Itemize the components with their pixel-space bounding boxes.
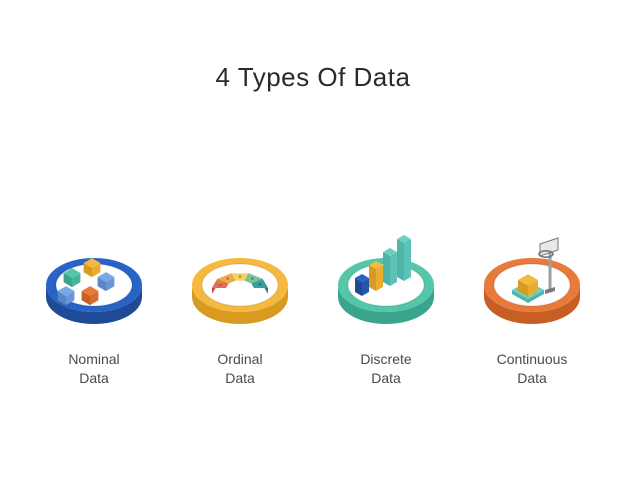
item-nominal: NominalData [34, 230, 154, 388]
page-title: 4 Types Of Data [0, 62, 626, 93]
item-continuous: ContinuousData [472, 230, 592, 388]
infographic-row: NominalData OrdinalData DiscreteData Con… [0, 230, 626, 388]
label-nominal: NominalData [68, 350, 119, 388]
nominal-icon [34, 230, 154, 340]
label-ordinal: OrdinalData [217, 350, 262, 388]
label-continuous: ContinuousData [497, 350, 568, 388]
item-ordinal: OrdinalData [180, 230, 300, 388]
item-discrete: DiscreteData [326, 230, 446, 388]
continuous-icon [472, 230, 592, 340]
ordinal-icon [180, 230, 300, 340]
label-discrete: DiscreteData [360, 350, 411, 388]
discrete-icon [326, 230, 446, 340]
